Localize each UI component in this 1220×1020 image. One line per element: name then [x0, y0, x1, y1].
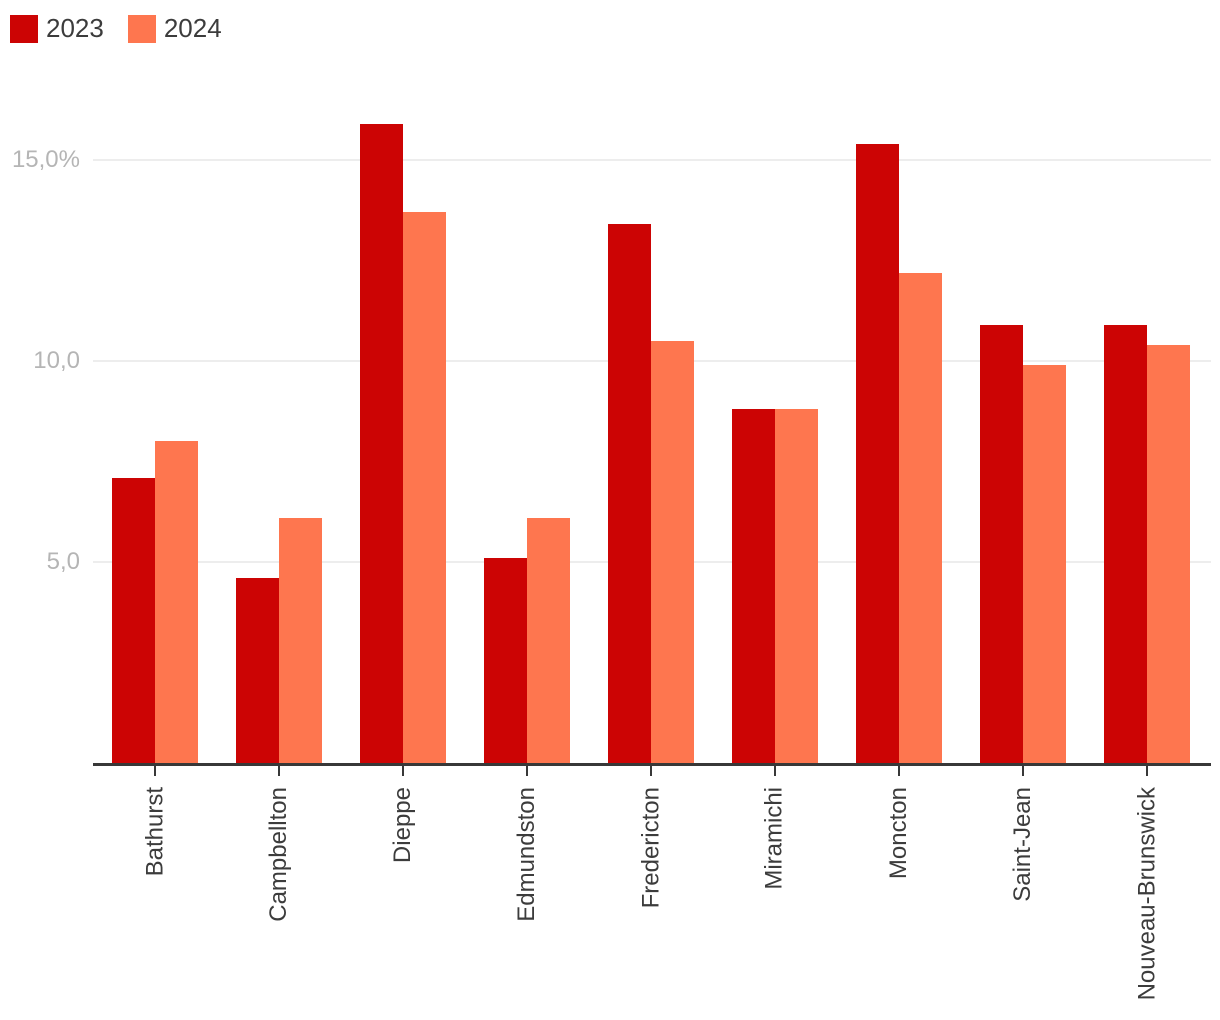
- x-axis-tick-saint-jean: [1022, 766, 1024, 776]
- bar-2024-dieppe[interactable]: [403, 212, 446, 763]
- legend-label-2023: 2023: [46, 13, 104, 43]
- bar-2024-saint-jean[interactable]: [1023, 365, 1066, 763]
- gridline-15: [93, 159, 1211, 161]
- bar-2024-fredericton[interactable]: [651, 341, 694, 763]
- legend-item-2024[interactable]: 2024: [127, 13, 222, 44]
- legend-swatch-2024-icon: [127, 14, 156, 43]
- x-axis-tick-fredericton: [650, 766, 652, 776]
- bar-2023-edmundston[interactable]: [484, 558, 527, 763]
- legend-swatch-2023-icon: [10, 14, 38, 43]
- y-axis-tick-label-5: 5,0: [46, 548, 80, 575]
- x-axis-label-dieppe: Dieppe: [389, 787, 416, 864]
- x-axis-label-campbellton: Campbellton: [265, 787, 292, 922]
- x-axis-tick-miramichi: [774, 766, 776, 776]
- x-axis-tick-edmundston: [526, 766, 528, 776]
- bar-2024-bathurst[interactable]: [155, 441, 198, 763]
- legend-label-2024: 2024: [163, 13, 222, 43]
- bar-2024-miramichi[interactable]: [775, 409, 818, 763]
- legend-item-2023[interactable]: 2023: [10, 13, 104, 44]
- bar-2024-campbellton[interactable]: [279, 518, 322, 763]
- x-axis-label-moncton: Moncton: [885, 787, 912, 880]
- y-axis-tick-label-10: 10,0: [33, 347, 80, 374]
- x-axis-tick-dieppe: [402, 766, 404, 776]
- bar-2023-fredericton[interactable]: [608, 224, 651, 763]
- x-axis-tick-bathurst: [154, 766, 156, 776]
- x-axis-label-saint-jean: Saint-Jean: [1009, 787, 1036, 902]
- x-axis-tick-nouveau-brunswick: [1146, 766, 1148, 776]
- chart-legend: 2023 2024: [10, 13, 222, 44]
- y-axis-tick-label-15: 15,0%: [11, 146, 80, 173]
- bar-2024-edmundston[interactable]: [527, 518, 570, 763]
- bar-2023-moncton[interactable]: [856, 144, 899, 763]
- bar-2024-nouveau-brunswick[interactable]: [1147, 345, 1190, 763]
- x-axis-label-nouveau-brunswick: Nouveau-Brunswick: [1133, 787, 1160, 1001]
- x-axis-label-bathurst: Bathurst: [141, 787, 168, 877]
- x-axis-label-miramichi: Miramichi: [761, 787, 788, 890]
- bar-2023-nouveau-brunswick[interactable]: [1104, 325, 1147, 763]
- x-axis-label-edmundston: Edmundston: [513, 787, 540, 922]
- x-axis-tick-campbellton: [278, 766, 280, 776]
- x-axis-line: [93, 763, 1211, 766]
- bar-2023-dieppe[interactable]: [360, 124, 403, 763]
- x-axis-tick-moncton: [898, 766, 900, 776]
- bar-2023-saint-jean[interactable]: [980, 325, 1023, 763]
- bar-2023-campbellton[interactable]: [236, 578, 279, 763]
- bar-2023-bathurst[interactable]: [112, 478, 155, 763]
- bar-2024-moncton[interactable]: [899, 273, 942, 763]
- bar-2023-miramichi[interactable]: [732, 409, 775, 763]
- x-axis-label-fredericton: Fredericton: [637, 787, 664, 909]
